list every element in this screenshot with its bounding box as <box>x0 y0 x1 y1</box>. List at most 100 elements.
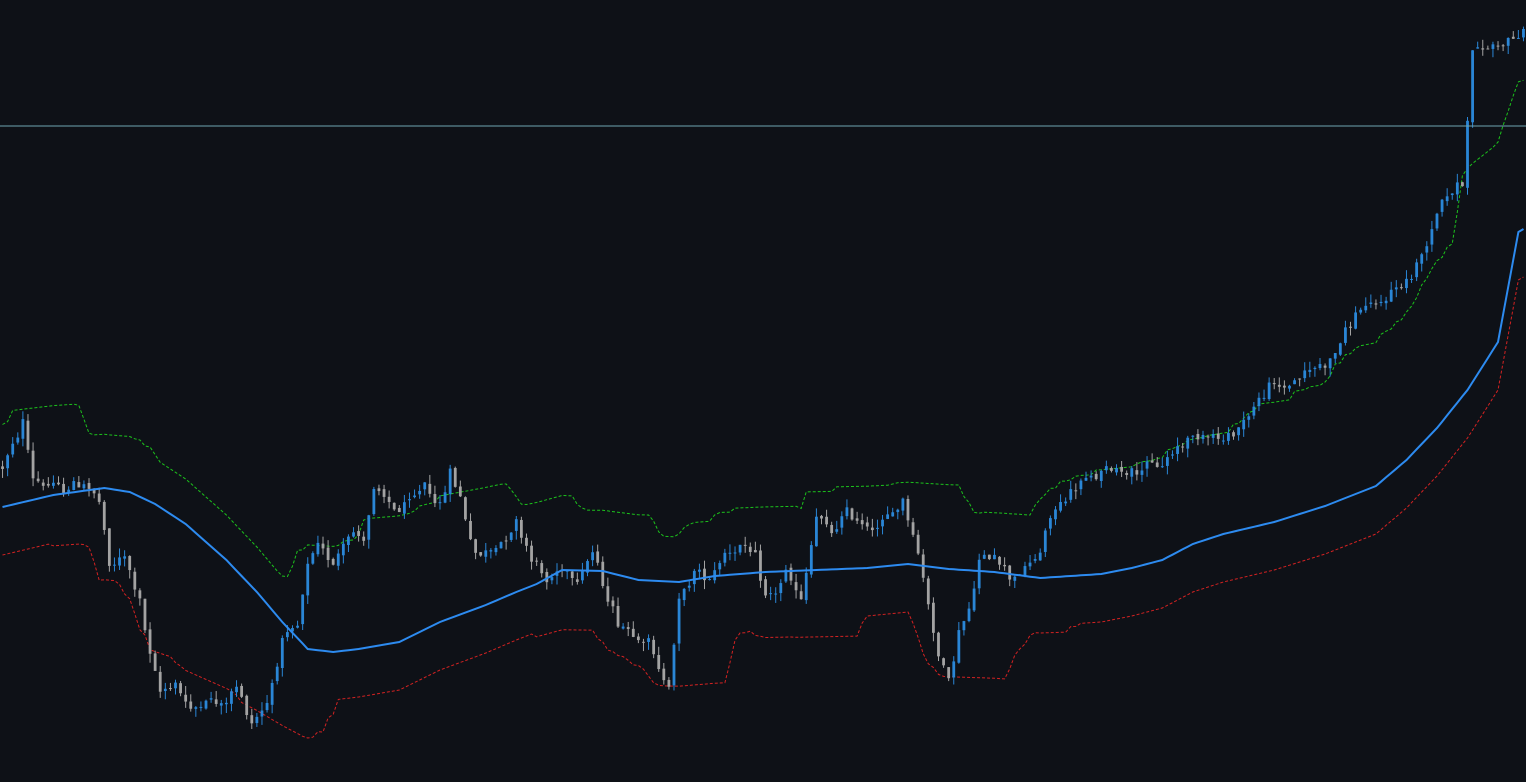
candle <box>148 622 152 663</box>
candle-body <box>1262 397 1266 399</box>
candle <box>1369 294 1373 308</box>
candle-body <box>479 552 483 556</box>
candle <box>530 540 533 570</box>
candle-body <box>937 632 940 657</box>
candle-body <box>1486 48 1490 50</box>
candle-body <box>199 706 203 708</box>
candle-body <box>769 593 773 595</box>
candle <box>1216 427 1220 445</box>
candle <box>158 666 162 698</box>
candle-body <box>540 563 544 574</box>
candle-body <box>326 547 330 561</box>
candle <box>1450 193 1454 200</box>
candle-body <box>270 682 274 705</box>
candle-body <box>1323 365 1327 368</box>
candle <box>784 564 788 583</box>
candle <box>906 495 910 527</box>
candle <box>194 705 198 717</box>
candle <box>204 699 208 710</box>
candle <box>998 556 1001 570</box>
candle-body <box>1237 427 1241 436</box>
candle <box>31 442 35 487</box>
candle <box>128 555 132 579</box>
candle <box>357 525 361 542</box>
candle-body <box>1099 470 1103 481</box>
candle <box>1074 483 1078 500</box>
candle <box>1033 554 1037 564</box>
candle-body <box>1354 312 1357 329</box>
candle <box>367 514 371 549</box>
candle <box>1440 198 1444 217</box>
candle <box>235 680 238 697</box>
candle-body <box>860 520 864 525</box>
candle <box>1150 453 1154 463</box>
candle-body <box>1232 432 1235 437</box>
candle <box>1257 392 1261 412</box>
candle-body <box>1181 446 1185 448</box>
candle <box>1318 358 1322 371</box>
candle <box>845 499 849 520</box>
candle-body <box>235 686 238 693</box>
candle <box>779 579 783 602</box>
candle <box>642 638 645 652</box>
candle <box>677 592 681 652</box>
candle-body <box>174 682 177 689</box>
candle-body <box>723 552 727 563</box>
candle <box>1237 427 1241 441</box>
candle-body <box>901 498 905 511</box>
candle-body <box>784 569 788 582</box>
candle <box>1089 470 1093 482</box>
candle <box>240 683 244 699</box>
candle <box>631 621 635 638</box>
candle-body <box>1425 246 1429 253</box>
candle-body <box>321 543 325 549</box>
candle-body <box>382 489 386 497</box>
candle-body <box>881 519 884 527</box>
candle <box>402 494 406 519</box>
candle-body <box>1043 530 1047 552</box>
candle <box>21 411 25 447</box>
candle <box>1374 299 1378 310</box>
candle <box>408 492 411 508</box>
candle-body <box>916 534 920 554</box>
candle <box>1008 564 1012 587</box>
candle-body <box>1206 436 1210 438</box>
candle-body <box>830 524 834 534</box>
candle <box>611 596 615 613</box>
candle <box>509 532 513 542</box>
candle-body <box>392 502 396 510</box>
candle-body <box>1267 382 1271 400</box>
candle-body <box>443 492 447 503</box>
candle-body <box>1420 254 1424 264</box>
candle <box>616 597 620 629</box>
candle <box>1069 480 1073 503</box>
candle <box>982 550 986 560</box>
candle-body <box>952 661 956 678</box>
candle-body <box>774 593 778 595</box>
upper-band-line <box>2 79 1524 578</box>
candle <box>519 516 523 544</box>
candle-body <box>1333 353 1337 359</box>
candle-body <box>1089 475 1093 478</box>
candle <box>1043 528 1047 558</box>
candle-body <box>413 495 416 498</box>
candle-body <box>1344 327 1347 343</box>
candle <box>881 514 884 535</box>
bands-layer <box>2 79 1524 739</box>
candle <box>993 548 996 560</box>
candle-body <box>1033 559 1037 561</box>
candle-body <box>408 499 411 501</box>
candle <box>865 516 869 531</box>
candle-body <box>128 556 132 571</box>
candle <box>1399 283 1403 290</box>
candle-body <box>260 710 264 717</box>
candle <box>911 517 915 538</box>
candle <box>479 552 483 557</box>
candle <box>1054 506 1057 526</box>
candle-body <box>708 579 711 581</box>
candle <box>301 594 305 631</box>
candle-body <box>738 544 742 553</box>
candle-body <box>621 626 625 629</box>
candle <box>1328 358 1332 377</box>
candle <box>1145 456 1149 477</box>
